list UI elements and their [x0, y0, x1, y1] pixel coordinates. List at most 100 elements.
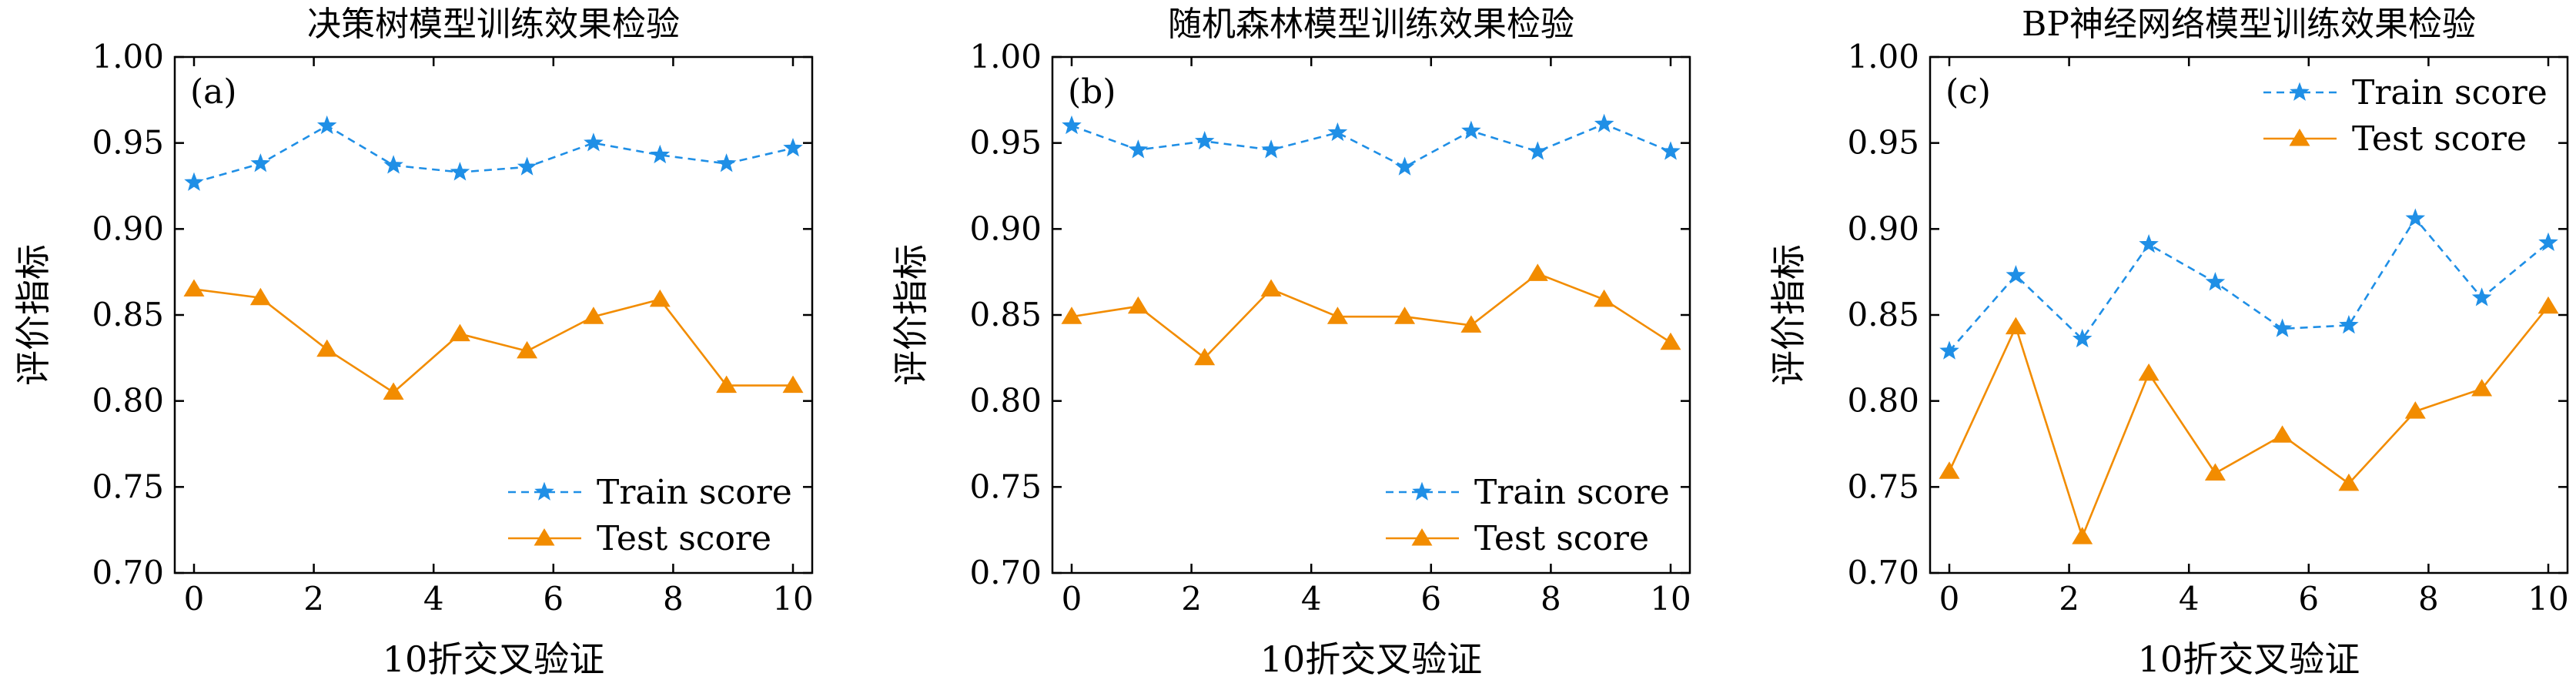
data-point [1326, 306, 1348, 324]
data-point [383, 382, 404, 400]
series-test [1061, 263, 1681, 366]
legend: Train score Test score [508, 473, 792, 558]
x-tick-label: 10 [2527, 580, 2568, 618]
y-tick-label: 1.00 [1847, 38, 1919, 75]
data-point [2006, 265, 2026, 284]
data-point [2205, 272, 2226, 291]
y-tick-label: 0.95 [969, 124, 1042, 162]
series-line [1948, 305, 2550, 540]
x-tick-label: 6 [543, 580, 564, 618]
data-point [1260, 279, 1282, 296]
legend-label: Train score [1474, 473, 1670, 512]
series-train [184, 115, 803, 191]
data-point [2538, 296, 2559, 314]
legend-label: Test score [1474, 519, 1649, 558]
data-point [1527, 141, 1548, 160]
data-point [1939, 461, 1960, 479]
y-tick-label: 0.85 [1847, 296, 1919, 333]
legend-marker [534, 481, 554, 501]
data-point [184, 172, 204, 191]
data-point [1261, 139, 1281, 159]
y-tick-label: 0.75 [92, 467, 164, 505]
data-point [584, 132, 604, 152]
x-tick-label: 8 [663, 580, 684, 618]
chart-panel-3: BP神经网络模型训练效果检验 0.70 0.75 0.80 0.85 0.90 0.95 1.… [1768, 5, 2569, 680]
series-train [1939, 208, 2558, 360]
data-point [316, 115, 337, 135]
data-point [2005, 317, 2026, 335]
series-train [1062, 113, 1681, 176]
data-point [1594, 289, 1615, 307]
data-point [783, 137, 803, 157]
legend-marker [534, 528, 555, 546]
series-test [183, 279, 804, 400]
x-tick-label: 4 [2179, 580, 2200, 618]
data-point [716, 375, 738, 394]
data-point [1061, 306, 1082, 324]
legend-marker [2290, 82, 2310, 101]
chart-title: BP神经网络模型训练效果检验 [2022, 5, 2476, 44]
x-axis-label: 10折交叉验证 [2138, 638, 2360, 680]
y-tick-label: 0.90 [969, 209, 1042, 247]
y-tick-label: 0.75 [969, 467, 1042, 505]
data-point [2338, 473, 2360, 491]
data-point [1661, 141, 1681, 160]
series-line [1071, 122, 1671, 169]
data-point [1394, 156, 1415, 176]
data-point [1194, 347, 1216, 366]
legend: Train score Test score [2263, 73, 2548, 159]
data-point [1394, 306, 1416, 324]
legend-label: Test score [2352, 119, 2527, 159]
chart-panel-1: 决策树模型训练效果检验 0.70 0.75 0.80 0.85 0.90 0.95 1.00 0… [12, 5, 814, 680]
data-point [2272, 425, 2293, 443]
panel-label: (b) [1068, 72, 1116, 112]
data-point [2538, 232, 2558, 252]
y-tick-label: 0.75 [1847, 467, 1919, 505]
y-tick-label: 0.80 [1847, 382, 1919, 420]
data-point [2405, 208, 2426, 227]
y-tick-label: 0.95 [1847, 124, 1919, 162]
y-tick-label: 1.00 [92, 38, 164, 75]
legend-marker [1412, 481, 1432, 501]
y-axis-label: 评价指标 [1768, 244, 1809, 386]
x-axis-label: 10折交叉验证 [1260, 638, 1483, 680]
x-tick-label: 4 [1301, 580, 1322, 618]
data-point [450, 162, 470, 181]
x-tick-label: 4 [423, 580, 444, 618]
data-point [716, 153, 737, 172]
chart-title: 决策树模型训练效果检验 [307, 5, 680, 44]
y-tick-label: 0.85 [92, 296, 164, 333]
data-point [2272, 318, 2293, 337]
legend-label: Train score [2352, 73, 2548, 112]
x-tick-label: 2 [2059, 580, 2079, 618]
series-test [1939, 296, 2559, 544]
data-point [1461, 120, 1481, 139]
panel-label: (c) [1945, 72, 1991, 112]
data-point [583, 306, 604, 324]
data-point [1127, 296, 1149, 314]
data-point [1939, 340, 1959, 360]
data-point [449, 323, 470, 342]
data-point [316, 339, 338, 357]
data-point [250, 153, 271, 172]
data-point [1594, 113, 1614, 132]
data-point [2471, 379, 2493, 397]
y-tick-label: 0.70 [1847, 554, 1919, 591]
x-tick-label: 2 [1181, 580, 1202, 618]
data-point [2339, 314, 2359, 334]
data-point [649, 289, 671, 307]
data-point [249, 287, 271, 306]
y-tick-label: 0.80 [92, 382, 164, 420]
data-point [2139, 233, 2159, 253]
data-point [2404, 401, 2426, 419]
x-tick-label: 8 [1541, 580, 1561, 618]
x-tick-label: 0 [184, 580, 205, 618]
y-tick-label: 0.85 [969, 296, 1042, 333]
data-point [782, 375, 804, 394]
data-point [2204, 463, 2226, 481]
x-tick-label: 6 [1420, 580, 1441, 618]
x-tick-label: 8 [2418, 580, 2439, 618]
data-point [517, 156, 537, 176]
legend-label: Train score [597, 473, 792, 512]
